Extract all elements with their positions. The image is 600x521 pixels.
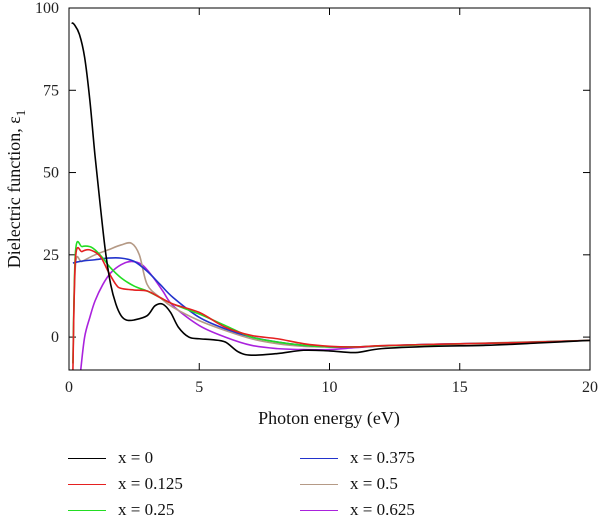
y-tick-label: 50 — [43, 165, 59, 182]
x-tick-label: 5 — [195, 379, 203, 396]
legend-label: x = 0.375 — [350, 448, 415, 467]
series-line-3 — [72, 256, 590, 348]
series-line-2 — [72, 240, 590, 364]
x-tick-label: 15 — [452, 379, 468, 396]
legend-item: x = 0.375 — [300, 448, 415, 468]
series-line-4 — [72, 241, 590, 364]
y-tick-label: 0 — [51, 329, 59, 346]
tick-labels: 0 5 10 15 20 0 25 50 75 100 — [35, 0, 598, 396]
chart: 0 5 10 15 20 0 25 50 75 100 Photon energy (eV) Di… — [4, 0, 598, 429]
legend-swatch — [300, 457, 338, 459]
legend-label: x = 0.5 — [350, 474, 398, 493]
legend-swatch — [68, 457, 106, 459]
legend-label: x = 0.125 — [118, 474, 183, 493]
x-tick-label: 0 — [65, 379, 73, 396]
x-tick-label: 20 — [582, 379, 598, 396]
legend-item: x = 0.625 — [300, 500, 415, 520]
legend-swatch — [300, 483, 338, 485]
x-axis-title: Photon energy (eV) — [258, 408, 400, 429]
legend: x = 0 x = 0.125 x = 0.25 x = 0.375 x = 0.5 x … — [68, 448, 488, 520]
legend-label: x = 0.625 — [350, 500, 415, 519]
x-tick-label: 10 — [322, 379, 338, 396]
legend-item: x = 0 — [68, 448, 153, 468]
plot-area-frame — [68, 7, 591, 371]
legend-label: x = 0 — [118, 448, 154, 467]
legend-swatch — [68, 509, 106, 511]
legend-swatch — [68, 483, 106, 485]
y-tick-label: 75 — [43, 82, 59, 99]
y-axis-title: Dielectric function, ε1 — [4, 110, 28, 269]
legend-item: x = 0.5 — [300, 474, 398, 494]
series-layer — [71, 22, 590, 370]
series-line-0 — [71, 22, 590, 357]
legend-swatch — [300, 509, 338, 511]
legend-item: x = 0.125 — [68, 474, 183, 494]
y-tick-label: 100 — [35, 0, 59, 17]
y-axis-title-subscript: 1 — [13, 110, 28, 117]
series-line-1 — [72, 246, 590, 370]
legend-label: x = 0.25 — [118, 500, 175, 519]
series-line-5 — [79, 260, 590, 370]
y-tick-label: 25 — [43, 247, 59, 264]
y-axis-title-main: Dielectric function, ε — [4, 116, 24, 268]
legend-item: x = 0.25 — [68, 500, 174, 520]
